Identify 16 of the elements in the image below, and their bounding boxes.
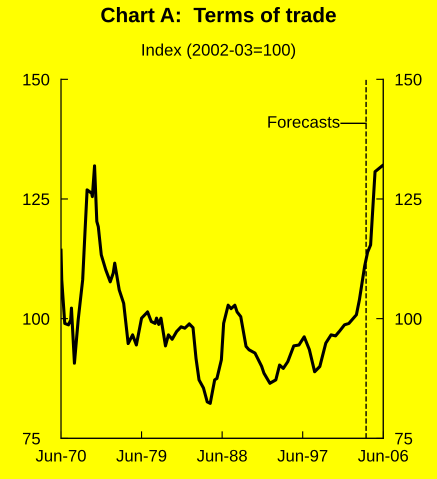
x-tick-label: Jun-06 — [358, 450, 408, 462]
x-tick-label: Jun-97 — [277, 450, 328, 462]
chart-title: Chart A: Terms of trade — [101, 7, 336, 22]
y2-tick-label: 100 — [396, 313, 422, 325]
ref-line-label: Forecasts — [268, 116, 340, 128]
y2-tick-label: 125 — [396, 193, 422, 206]
x-tick-label: Jun-70 — [36, 450, 86, 462]
y-tick-label: 75 — [22, 432, 40, 444]
chart-subtitle: Index (2002-03=100) — [142, 43, 296, 60]
y2-tick-label: 75 — [395, 432, 412, 444]
y-tick-label: 150 — [23, 74, 50, 86]
y-tick-label: 100 — [23, 313, 50, 325]
y2-tick-label: 150 — [396, 74, 422, 86]
y-tick-label: 125 — [23, 193, 50, 206]
x-tick-label: Jun-88 — [196, 450, 247, 462]
x-tick-label: Jun-79 — [116, 450, 166, 462]
